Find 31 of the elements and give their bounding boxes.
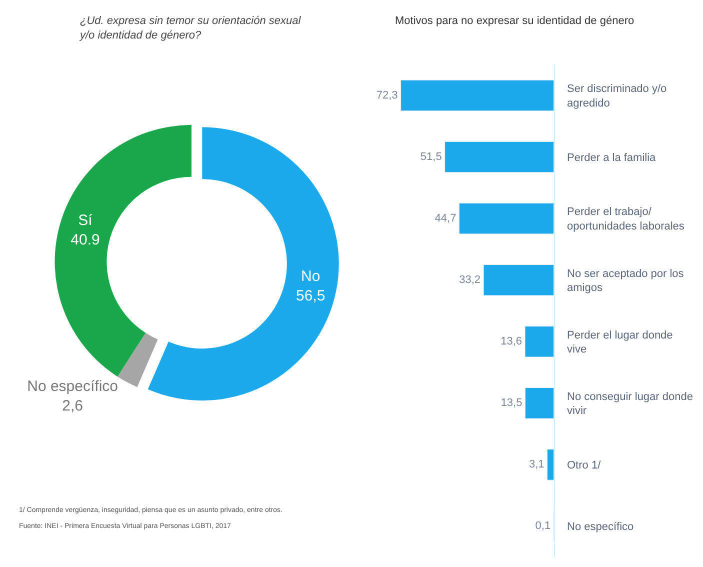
bar	[524, 388, 554, 419]
data-label: 72,3	[376, 89, 398, 102]
y-tick-label: No ser aceptado por los amigos	[567, 268, 684, 294]
data-label: 13,6	[500, 336, 522, 348]
y-tick-label: No conseguir lugar donde vivir	[567, 390, 693, 418]
bar	[524, 326, 554, 358]
data-label: 3,1	[528, 458, 544, 471]
y-tick-label: Perder el lugar donde vive	[567, 329, 673, 356]
y-tick-label: Ser discriminado y/o agredido	[567, 83, 667, 110]
bar	[546, 449, 554, 480]
data-label: 56,5	[296, 288, 326, 305]
data-label: 0,1	[535, 520, 551, 532]
data-label: 51,5	[420, 151, 442, 164]
slice-label: No	[300, 268, 320, 286]
data-label: 2,6	[62, 398, 83, 415]
slice-label: Sí	[78, 212, 94, 230]
y-tick-label: Perder el trabajo/ oportunidades laborales	[567, 206, 685, 233]
bar	[458, 202, 554, 234]
slice-label: No específico	[27, 378, 118, 396]
data-label: 13,5	[500, 397, 522, 410]
data-label: 40.9	[70, 232, 100, 249]
y-tick-label: Otro 1/	[567, 460, 602, 472]
data-label: 33,2	[459, 274, 481, 286]
chart-title: ¿Ud. expresa sin temor su orientación sexual y/o identidad de género?	[79, 15, 302, 42]
bar	[400, 80, 554, 112]
y-tick-label: No específico	[567, 521, 634, 534]
y-tick-label: Perder a la familia	[567, 152, 657, 164]
chart-title: Motivos para no expresar su identidad de género	[395, 15, 634, 27]
data-label: 44,7	[434, 212, 456, 225]
bar	[444, 141, 554, 173]
bar	[483, 264, 554, 296]
